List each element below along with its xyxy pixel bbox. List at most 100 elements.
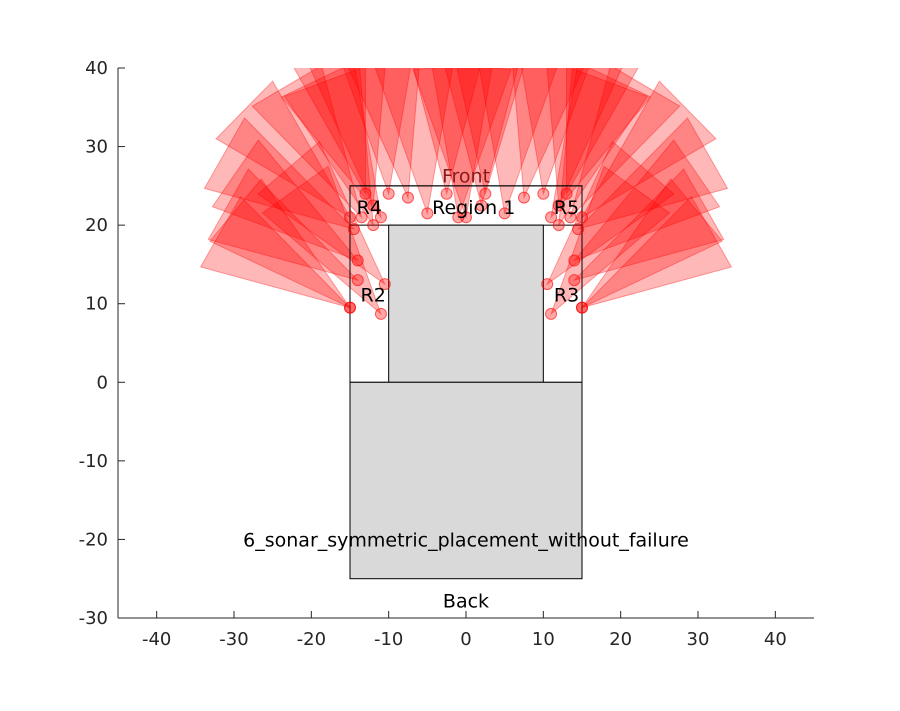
sonar-cone xyxy=(566,68,639,196)
sonar-cone xyxy=(280,68,382,220)
sonar-cone xyxy=(261,165,383,316)
sonar-cone xyxy=(199,195,352,309)
y-tick-label: -10 xyxy=(79,451,108,472)
sonar-sensor-point xyxy=(552,199,565,212)
sonar-sensor-point xyxy=(367,199,380,212)
x-tick-label: -40 xyxy=(142,629,171,650)
x-tick-label: 10 xyxy=(532,629,555,650)
sonar-cone xyxy=(412,68,481,196)
sonar-sensor-point xyxy=(475,199,488,212)
sonar-cone xyxy=(257,140,387,286)
sonar-cone xyxy=(293,68,366,196)
sonar-sensor-point xyxy=(378,278,391,291)
sonar-cone xyxy=(456,68,524,196)
cabin xyxy=(388,224,544,383)
sonar-cone xyxy=(580,195,733,309)
sonar-sensor-point xyxy=(351,274,364,287)
sonar-sensor-point xyxy=(479,187,492,200)
sonar-sensor-point xyxy=(568,254,581,267)
annotation-label: Front xyxy=(442,166,490,188)
sonar-cone xyxy=(549,165,671,316)
sonar-sensor-point xyxy=(347,223,360,236)
x-tick-label: 0 xyxy=(460,629,471,650)
vehicle-regions xyxy=(349,185,583,580)
sonar-sensor-point xyxy=(576,211,588,224)
sonar-sensor-point xyxy=(382,187,395,200)
y-tick-label: 10 xyxy=(85,294,108,315)
sonar-cone xyxy=(347,68,420,200)
annotation-label: Back xyxy=(443,591,489,613)
y-tick-label: 0 xyxy=(97,372,108,393)
axes: -40 -30 -20 -10 0 10 20 30 40 -30 -20 -10 0 10 20 30 40 xyxy=(79,58,814,650)
x-tick-label: 30 xyxy=(687,629,710,650)
sonar-sensor-point xyxy=(564,211,577,224)
sonar-sensor-point xyxy=(359,187,372,200)
annotations: Front Region 1 R4 R5 R2 R3 6_sonar_symmetric_p… xyxy=(243,166,689,613)
sonar-cone xyxy=(412,68,493,220)
x-tick-label: -30 xyxy=(219,629,248,650)
sonar-cone xyxy=(512,68,585,200)
base xyxy=(349,381,583,580)
x-tick-label: -20 xyxy=(297,629,326,650)
sonar-sensor-point xyxy=(367,219,380,232)
sonar-sensor-point xyxy=(374,211,387,224)
sonar-cone xyxy=(431,68,512,220)
sonar-cone xyxy=(550,68,652,220)
sonar-cone xyxy=(576,117,729,231)
sonar-cone xyxy=(215,80,352,219)
x-tick-label: -10 xyxy=(374,629,403,650)
sonar-sensor-point xyxy=(498,207,511,220)
sonar-cone xyxy=(572,139,721,262)
sonar-cone xyxy=(521,68,589,196)
annotation-label: 6_sonar_symmetric_placement_without_fail… xyxy=(243,529,689,551)
sonar-sensor-point xyxy=(344,301,356,314)
sonar-sensor-point xyxy=(344,211,356,224)
x-tick-label: 20 xyxy=(609,629,632,650)
sonar-sensor-point xyxy=(374,307,387,320)
sonar-cone xyxy=(478,68,558,216)
y-tick-label: -30 xyxy=(79,608,108,629)
sonar-sensor-point xyxy=(545,211,558,224)
annotation-label: Region 1 xyxy=(432,197,515,219)
sonar-cone xyxy=(546,68,623,208)
sonar-cone xyxy=(444,68,519,208)
sonar-cone xyxy=(580,80,717,219)
sonar-cone xyxy=(211,139,360,262)
sonar-cone xyxy=(203,117,356,231)
sonar-sensor-point xyxy=(545,307,558,320)
x-tick-label: 40 xyxy=(764,629,787,650)
sonar-cones xyxy=(199,68,733,316)
sonar-sensor-point xyxy=(552,219,565,232)
sonar-sensor-point xyxy=(560,187,573,200)
sonar-cone xyxy=(343,68,411,196)
sonar-cone xyxy=(309,68,386,208)
sonar-sensor-point xyxy=(351,254,364,267)
y-tick-label: 40 xyxy=(85,58,108,79)
sonar-sensor-point xyxy=(355,211,368,224)
sonar-cone xyxy=(545,140,675,286)
sonar-sensor-point xyxy=(460,211,472,224)
sonar-cone xyxy=(572,168,725,282)
annotation-label: R3 xyxy=(554,284,579,306)
sonar-sensor-point xyxy=(572,223,585,236)
sonar-sensor-point xyxy=(440,187,453,200)
sonar-cone xyxy=(209,178,352,309)
y-tick-label: 20 xyxy=(85,215,108,236)
annotation-label: R4 xyxy=(357,197,382,219)
annotation-label: R5 xyxy=(554,197,579,219)
sonar-sensor-point xyxy=(576,301,588,314)
sonar-sensor-point xyxy=(421,207,434,220)
sonar-sensor-point xyxy=(518,191,530,204)
annotation-label: R2 xyxy=(361,284,386,306)
y-tick-label: 30 xyxy=(85,137,108,158)
sonar-sensor-point xyxy=(541,278,554,291)
sonar-cone xyxy=(374,68,454,216)
y-tick-label: -20 xyxy=(79,529,108,550)
sonar-cone xyxy=(207,168,360,282)
sonar-cone xyxy=(251,68,363,219)
sonar-sensor-point xyxy=(568,274,581,287)
sonar-cone xyxy=(569,68,681,219)
sonar-sensor-point xyxy=(402,191,414,204)
sonar-sensor-point xyxy=(537,187,550,200)
